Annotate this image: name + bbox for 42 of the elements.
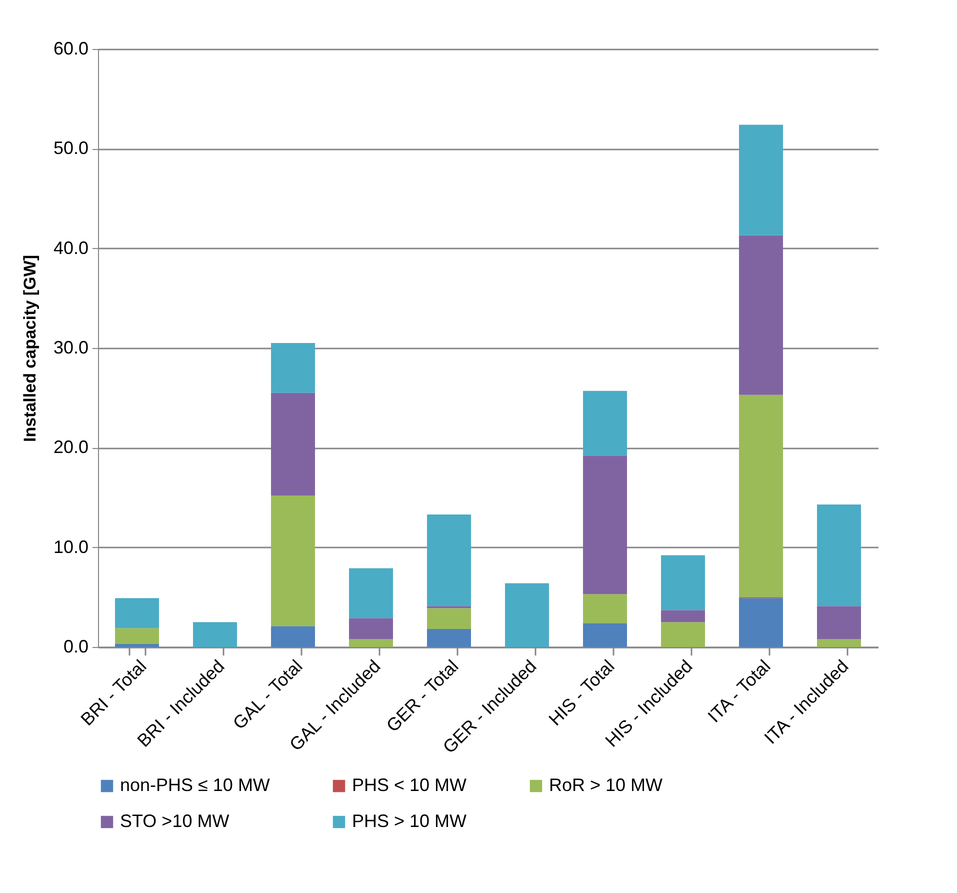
bar xyxy=(271,343,315,393)
legend-label: non-PHS ≤ 10 MW xyxy=(120,775,270,795)
bar xyxy=(349,618,393,640)
y-tick-label: 10.0 xyxy=(53,536,88,557)
y-tick-label: 30.0 xyxy=(53,338,88,358)
y-tick-label: 60.0 xyxy=(53,38,88,58)
bar xyxy=(817,504,861,606)
bar xyxy=(739,124,783,236)
bar xyxy=(271,626,315,647)
y-tick-label: 50.0 xyxy=(53,138,88,158)
bar xyxy=(739,394,783,598)
bar xyxy=(193,622,237,647)
bar xyxy=(583,456,627,594)
bar xyxy=(271,392,315,496)
bar xyxy=(115,644,159,647)
legend-label: PHS < 10 MW xyxy=(352,775,467,795)
legend-label: STO >10 MW xyxy=(120,811,230,831)
legend-label: RoR > 10 MW xyxy=(549,775,663,795)
bar xyxy=(661,555,705,610)
bar xyxy=(349,639,393,647)
bar xyxy=(817,606,861,640)
bar xyxy=(271,496,315,626)
bar xyxy=(427,514,471,606)
bar xyxy=(817,639,861,647)
bar xyxy=(739,598,783,647)
bar xyxy=(349,568,393,618)
bar xyxy=(427,629,471,647)
y-tick-label: 20.0 xyxy=(53,437,88,458)
bar xyxy=(115,628,159,644)
bar xyxy=(583,390,627,456)
y-axis-title: Installed capacity [GW] xyxy=(20,254,40,442)
bar xyxy=(115,598,159,628)
y-tick-label: 40.0 xyxy=(53,238,88,258)
bar xyxy=(505,583,549,647)
bar xyxy=(661,622,705,647)
legend-label: PHS > 10 MW xyxy=(352,811,467,831)
bar xyxy=(661,610,705,622)
bar xyxy=(583,594,627,624)
y-tick-label: 0.0 xyxy=(63,636,88,656)
bar xyxy=(427,608,471,630)
bar xyxy=(583,623,627,647)
bar xyxy=(739,235,783,395)
